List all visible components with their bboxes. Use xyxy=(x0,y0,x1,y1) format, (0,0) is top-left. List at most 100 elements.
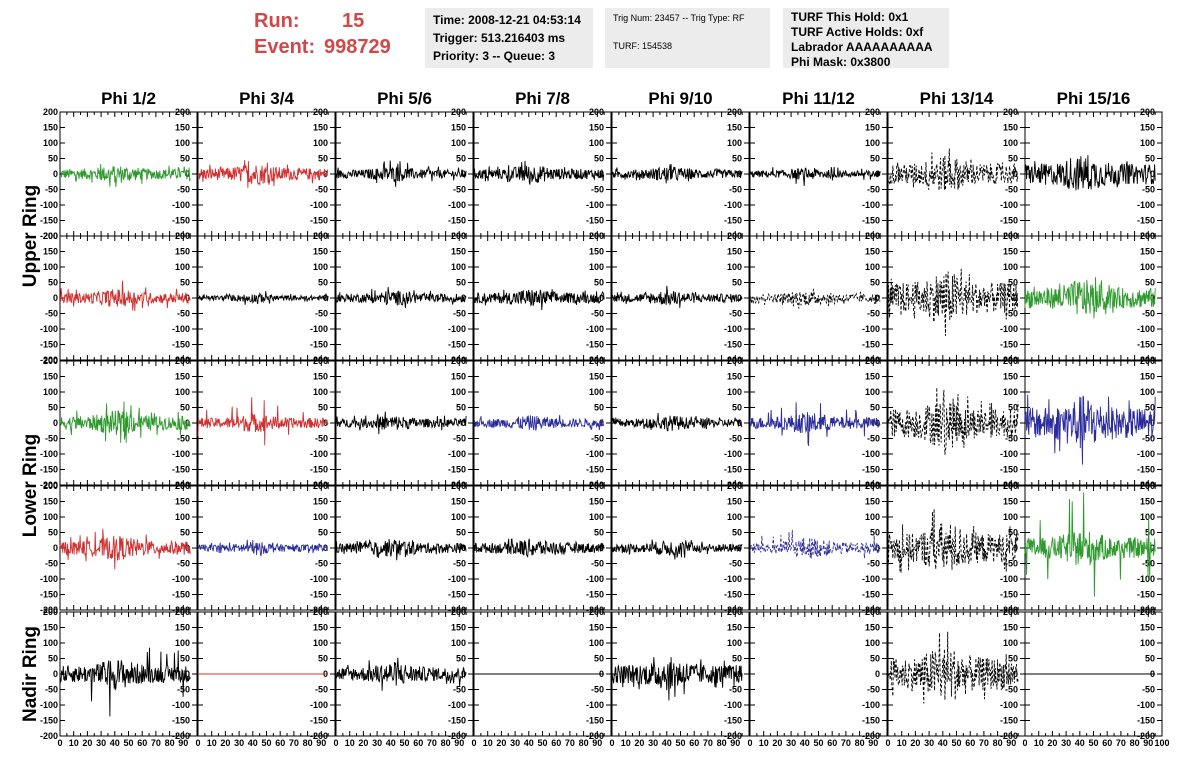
y-tick-label: -150 xyxy=(448,465,466,475)
y-tick-label: 50 xyxy=(594,528,604,538)
y-tick-label: 0 xyxy=(53,293,58,303)
y-tick-label: 150 xyxy=(865,497,880,507)
y-tick-label: 200 xyxy=(727,481,742,491)
y-tick-label: 200 xyxy=(175,356,190,366)
y-tick-label: -50 xyxy=(1005,185,1018,195)
y-tick-label: 150 xyxy=(43,623,58,633)
y-tick-label: 0 xyxy=(461,418,466,428)
x-tick-label: 80 xyxy=(855,738,865,748)
x-tick-label: 10 xyxy=(69,738,79,748)
y-tick-label: 150 xyxy=(313,497,328,507)
y-tick-label: -150 xyxy=(1000,590,1018,600)
y-tick-label: 100 xyxy=(865,512,880,522)
waveform-trace xyxy=(335,411,467,435)
y-tick-label: 0 xyxy=(737,293,742,303)
y-tick-label: -100 xyxy=(1000,700,1018,710)
y-tick-label: -100 xyxy=(1000,324,1018,334)
y-tick-label: -200 xyxy=(172,480,190,490)
waveform-trace xyxy=(473,538,605,558)
x-tick-label: 90 xyxy=(178,738,188,748)
x-tick-label: 80 xyxy=(441,738,451,748)
waveform-trace xyxy=(197,397,329,446)
y-tick-label: 150 xyxy=(589,123,604,133)
row-label: Upper Ring xyxy=(20,185,41,287)
x-tick-label: 0 xyxy=(1022,738,1027,748)
y-tick-label: 50 xyxy=(456,528,466,538)
x-tick-label: 10 xyxy=(207,738,217,748)
column-header: Phi 13/14 xyxy=(920,89,994,108)
y-tick-label: -50 xyxy=(453,685,466,695)
y-tick-label: -150 xyxy=(1137,716,1155,726)
x-tick-label: 0 xyxy=(885,738,890,748)
y-tick-label: 50 xyxy=(732,654,742,664)
y-tick-label: 100 xyxy=(1140,638,1155,648)
y-tick-label: 200 xyxy=(313,107,328,117)
x-tick-label: 30 xyxy=(1061,738,1071,748)
y-tick-label: 200 xyxy=(1003,107,1018,117)
y-tick-label: 50 xyxy=(870,403,880,413)
time-info-panel: Time: 2008-12-21 04:53:14 Trigger: 513.2… xyxy=(425,8,593,68)
row-label: Nadir Ring xyxy=(20,626,41,722)
y-tick-label: -50 xyxy=(45,309,58,319)
waveform-trace xyxy=(887,148,1019,191)
y-tick-label: 50 xyxy=(180,154,190,164)
event-label: Event: xyxy=(254,36,316,58)
y-tick-label: -50 xyxy=(453,559,466,569)
x-tick-label: 100 xyxy=(1154,738,1169,748)
y-tick-label: 150 xyxy=(1140,623,1155,633)
y-tick-label: 200 xyxy=(865,356,880,366)
x-tick-label: 0 xyxy=(57,738,62,748)
y-tick-label: 200 xyxy=(727,231,742,241)
x-tick-label: 40 xyxy=(800,738,810,748)
x-tick-label: 30 xyxy=(234,738,244,748)
y-tick-label: 50 xyxy=(48,528,58,538)
y-tick-label: 150 xyxy=(1140,497,1155,507)
y-tick-label: 200 xyxy=(43,607,58,617)
y-tick-label: 200 xyxy=(451,481,466,491)
y-tick-label: -100 xyxy=(310,200,328,210)
y-tick-label: 50 xyxy=(48,278,58,288)
waveform-trace xyxy=(749,529,881,559)
y-tick-label: 200 xyxy=(1140,356,1155,366)
waveform-trace xyxy=(59,401,191,443)
y-tick-label: 100 xyxy=(727,512,742,522)
y-tick-label: -50 xyxy=(1005,434,1018,444)
y-tick-label: 100 xyxy=(589,638,604,648)
y-tick-label: -50 xyxy=(1142,185,1155,195)
x-tick-label: 10 xyxy=(345,738,355,748)
y-tick-label: 200 xyxy=(175,481,190,491)
x-tick-label: 30 xyxy=(786,738,796,748)
y-tick-label: 200 xyxy=(865,231,880,241)
y-tick-label: -50 xyxy=(45,685,58,695)
y-tick-label: -100 xyxy=(448,574,466,584)
y-tick-label: -200 xyxy=(40,355,58,365)
waveform-trace xyxy=(749,166,881,186)
y-tick-label: -50 xyxy=(453,434,466,444)
y-tick-label: -50 xyxy=(315,559,328,569)
y-tick-label: -200 xyxy=(448,605,466,615)
y-tick-label: 50 xyxy=(870,278,880,288)
y-tick-label: -50 xyxy=(177,185,190,195)
y-tick-label: -100 xyxy=(862,200,880,210)
y-tick-label: -150 xyxy=(724,716,742,726)
y-tick-label: 100 xyxy=(727,387,742,397)
y-tick-label: -50 xyxy=(1005,685,1018,695)
y-tick-label: 150 xyxy=(727,247,742,257)
x-tick-label: 90 xyxy=(454,738,464,748)
time-text: Time: 2008-12-21 04:53:14 xyxy=(433,13,581,27)
x-tick-label: 0 xyxy=(471,738,476,748)
y-tick-label: -100 xyxy=(448,324,466,334)
y-tick-label: -100 xyxy=(586,449,604,459)
y-tick-label: -200 xyxy=(172,355,190,365)
x-tick-label: 20 xyxy=(910,738,920,748)
y-tick-label: 200 xyxy=(865,107,880,117)
y-tick-label: -50 xyxy=(453,309,466,319)
y-tick-label: -100 xyxy=(310,700,328,710)
y-tick-label: 200 xyxy=(43,356,58,366)
y-tick-label: 0 xyxy=(1013,669,1018,679)
